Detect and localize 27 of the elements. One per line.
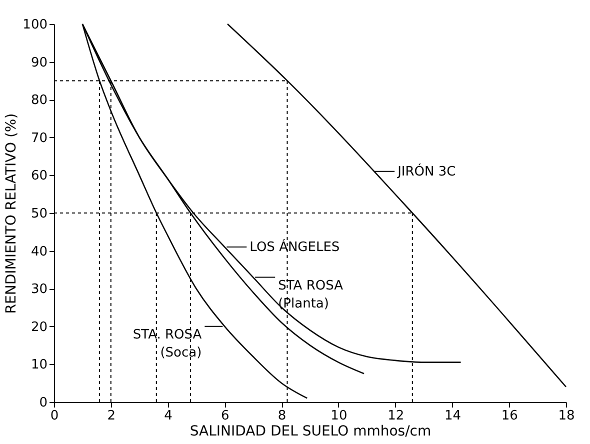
annotation: STA ROSA (Planta): [278, 278, 344, 312]
y-tick-label: 70: [30, 130, 48, 146]
y-tick-label: 50: [30, 206, 48, 222]
x-tick-label: 6: [221, 408, 230, 424]
x-tick-label: 8: [278, 408, 286, 424]
y-axis-title: RENDIMIENTO RELATIVO (%): [4, 113, 20, 314]
x-tick-label: 4: [164, 408, 172, 424]
x-tick-label: 16: [501, 408, 518, 424]
y-tick-label: 40: [30, 244, 48, 260]
y-tick-label: 80: [30, 93, 48, 108]
annotation: STA. ROSA (Soca): [132, 327, 202, 360]
x-tick-label: 2: [107, 408, 116, 424]
y-tick-label: 90: [30, 55, 48, 70]
x-axis-title: SALINIDAD DEL SUELO mmhos/cm: [190, 424, 432, 440]
y-tick-label: 20: [30, 320, 48, 335]
y-tick-label: 30: [30, 282, 48, 298]
x-tick-label: 10: [330, 408, 348, 424]
y-tick-label: 0: [39, 396, 48, 410]
x-tick-label: 18: [558, 408, 575, 424]
annotation: JIRÓN 3C: [396, 162, 456, 180]
y-tick-label: 100: [22, 18, 48, 32]
y-tick-label: 60: [30, 168, 48, 184]
x-tick-label: 12: [388, 408, 404, 424]
annotation: LOS ÁNGELES: [250, 238, 340, 256]
x-tick-label: 0: [50, 408, 59, 424]
y-tick-label: 10: [30, 358, 48, 373]
x-tick-label: 14: [444, 408, 461, 424]
